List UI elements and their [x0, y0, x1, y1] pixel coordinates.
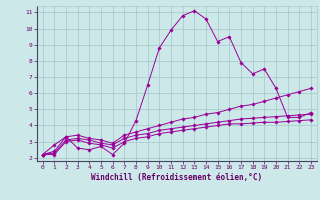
X-axis label: Windchill (Refroidissement éolien,°C): Windchill (Refroidissement éolien,°C) — [91, 173, 262, 182]
